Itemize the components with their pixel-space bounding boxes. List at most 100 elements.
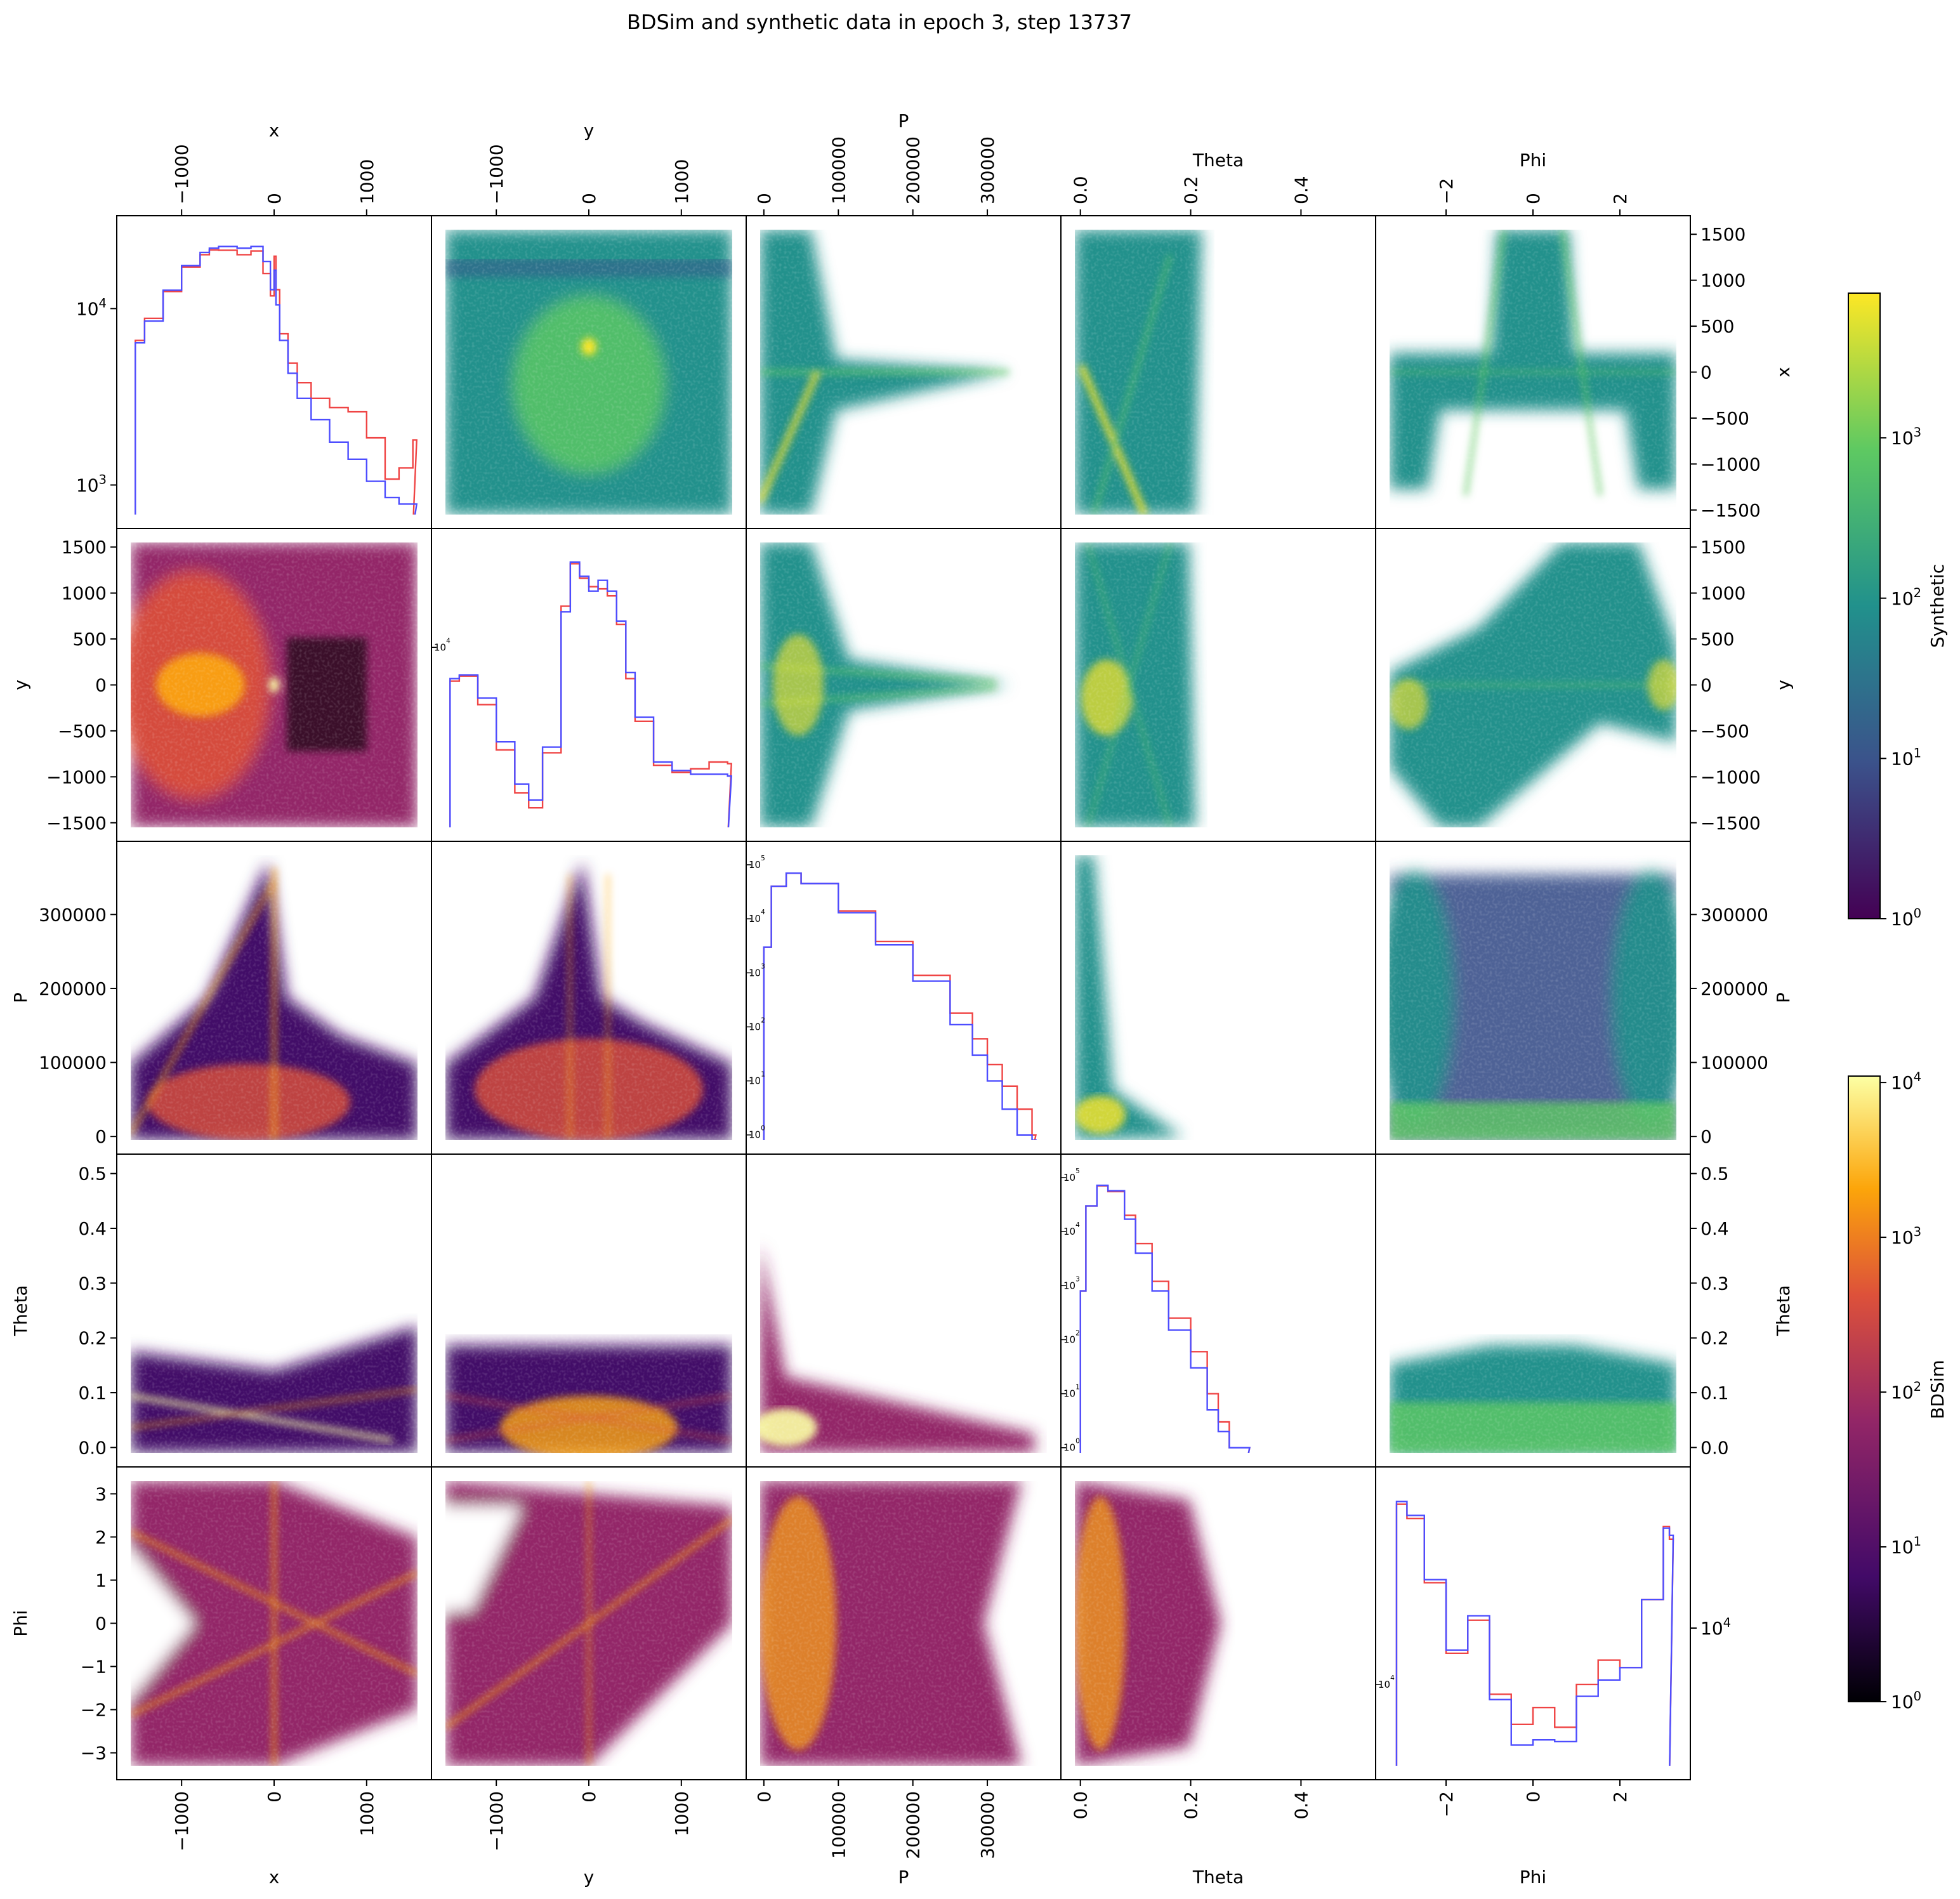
y-tick-label: 104 <box>1378 1674 1395 1690</box>
x-tick-label-bottom: 0.0 <box>1070 1791 1091 1820</box>
y-tick-label-left: 3 <box>95 1483 107 1504</box>
y-tick-label: 105 <box>749 855 765 871</box>
y-tick-label-right: 0.2 <box>1700 1328 1729 1349</box>
panel-plot-area <box>449 561 732 827</box>
panel-plot-area <box>1390 1168 1676 1453</box>
density-noise <box>131 542 418 827</box>
density-noise <box>760 230 1047 515</box>
y-tick-label-right: −1500 <box>1700 500 1761 521</box>
density-noise <box>760 1168 1047 1453</box>
hist-line-bdsim <box>449 563 732 827</box>
panel-Phi-vs-x <box>116 1466 432 1780</box>
y-tick-label-left: 0.1 <box>78 1383 107 1403</box>
x-tick-label-bottom: 1000 <box>357 1791 378 1836</box>
y-tick-label-left: 0.5 <box>78 1164 107 1185</box>
y-tick-label: 104 <box>749 909 765 924</box>
x-tick-label-top: 2 <box>1610 193 1631 204</box>
y-tick-label: 101 <box>1063 1384 1080 1400</box>
x-tick-label-top: 0.2 <box>1181 176 1202 204</box>
density-noise <box>1390 1168 1676 1453</box>
y-tick-label-right: 1500 <box>1700 537 1746 558</box>
synthetic-colorbar-gradient <box>1848 292 1881 919</box>
x-tick-label-top: 0.4 <box>1291 176 1312 204</box>
panel-plot-area <box>1075 230 1362 515</box>
bdsim-colorbar-ticks: 100 101 102 103 104 <box>1880 1070 1921 1712</box>
y-tick-label-left: 500 <box>73 629 107 650</box>
panel-y-vs-P <box>746 528 1062 842</box>
hist-line-synthetic <box>1079 1184 1251 1453</box>
panel-plot-area <box>763 872 1037 1140</box>
x-tick-label-top: 1000 <box>671 159 692 204</box>
x-axis-label-bottom: x <box>269 1867 280 1888</box>
y-tick-label-right: −500 <box>1700 408 1749 429</box>
density-noise <box>1390 230 1676 515</box>
colorbar-tick-label: 100 <box>1891 906 1921 930</box>
panel-Theta-vs-x <box>116 1153 432 1468</box>
x-tick-label-top: −1000 <box>171 144 192 204</box>
panel-x-vs-P <box>746 215 1062 529</box>
bdsim-colorbar-label: BDSim <box>1927 1360 1948 1419</box>
x-tick-label-top: 100000 <box>828 136 849 204</box>
y-axis-label-left: Theta <box>10 1285 31 1336</box>
hist-line-bdsim <box>135 249 418 515</box>
x-axis-label-top: P <box>898 110 909 131</box>
panel-plot-area <box>1075 855 1362 1140</box>
y-tick-label-left: 0.2 <box>78 1328 107 1349</box>
y-tick-label-right: 200000 <box>1700 978 1768 999</box>
x-tick-label-top: 0 <box>264 193 285 204</box>
x-tick-label-bottom: 100000 <box>828 1791 849 1859</box>
x-tick-label-bottom: −1000 <box>486 1791 507 1851</box>
colorbar-tick-label: 102 <box>1891 586 1921 609</box>
y-axis-label-left: y <box>10 680 31 690</box>
x-tick-label-bottom: 0 <box>264 1791 285 1803</box>
y-tick-label: 101 <box>749 1071 765 1087</box>
y-tick-label-left: 0 <box>95 675 107 696</box>
y-axis-label-left: P <box>10 992 31 1003</box>
density-noise <box>131 1168 418 1453</box>
density-noise <box>131 855 418 1140</box>
hist-line-synthetic <box>1395 1501 1674 1766</box>
panel-y-vs-Theta <box>1060 528 1376 842</box>
density-noise <box>1075 230 1362 515</box>
x-axis-label-bottom: Phi <box>1520 1867 1546 1888</box>
x-tick-label-top: 0 <box>754 193 775 204</box>
figure-title: BDSim and synthetic data in epoch 3, ste… <box>627 10 1132 34</box>
density-noise <box>1075 1481 1362 1766</box>
panel-plot-area <box>1390 230 1676 515</box>
x-tick-label-bottom: 0 <box>754 1791 775 1803</box>
y-axis-label-right: y <box>1773 680 1794 690</box>
y-axis-label-right: Theta <box>1773 1285 1794 1336</box>
panel-plot-area <box>760 1168 1047 1453</box>
panel-frame <box>1375 1466 1691 1780</box>
y-tick-label-left: 2 <box>95 1527 107 1547</box>
panel-frame <box>431 528 747 842</box>
panel-Theta-vs-Phi <box>1375 1153 1691 1468</box>
panel-plot-area <box>131 1168 418 1453</box>
panel-Phi-vs-Phi: 104 <box>1375 1466 1691 1780</box>
panel-y-vs-y: 104 <box>431 528 747 842</box>
panel-P-vs-Theta <box>1060 841 1376 1155</box>
panel-P-vs-x <box>116 841 432 1155</box>
synthetic-colorbar: 100 101 102 103 Synthetic <box>1848 292 1948 930</box>
x-axis-label-top: Theta <box>1192 150 1244 171</box>
y-tick-label-right: 0.5 <box>1700 1164 1729 1185</box>
y-tick-label-left: 1500 <box>62 537 107 558</box>
hist-line-bdsim <box>763 872 1037 1140</box>
y-tick-label-left: 0.4 <box>78 1218 107 1239</box>
panel-x-vs-Phi <box>1375 215 1691 529</box>
y-tick-label-left: 0 <box>95 1126 107 1147</box>
x-tick-label-bottom: 0.2 <box>1181 1791 1202 1820</box>
colorbar-tick-label: 102 <box>1891 1379 1921 1403</box>
y-tick-label-right: 0 <box>1700 1126 1712 1147</box>
y-tick-label-left: −1 <box>81 1657 107 1678</box>
x-tick-label-bottom: 300000 <box>977 1791 998 1859</box>
y-tick-label-right: 104 <box>1700 1615 1731 1639</box>
hist-line-synthetic <box>449 561 732 827</box>
panel-P-vs-y <box>431 841 747 1155</box>
panel-P-vs-P: 100 101 102 103 104 105 <box>746 841 1062 1155</box>
panel-plot-area <box>760 1481 1047 1766</box>
y-tick-label: 100 <box>749 1125 765 1141</box>
y-tick-label-left: −500 <box>58 721 107 742</box>
